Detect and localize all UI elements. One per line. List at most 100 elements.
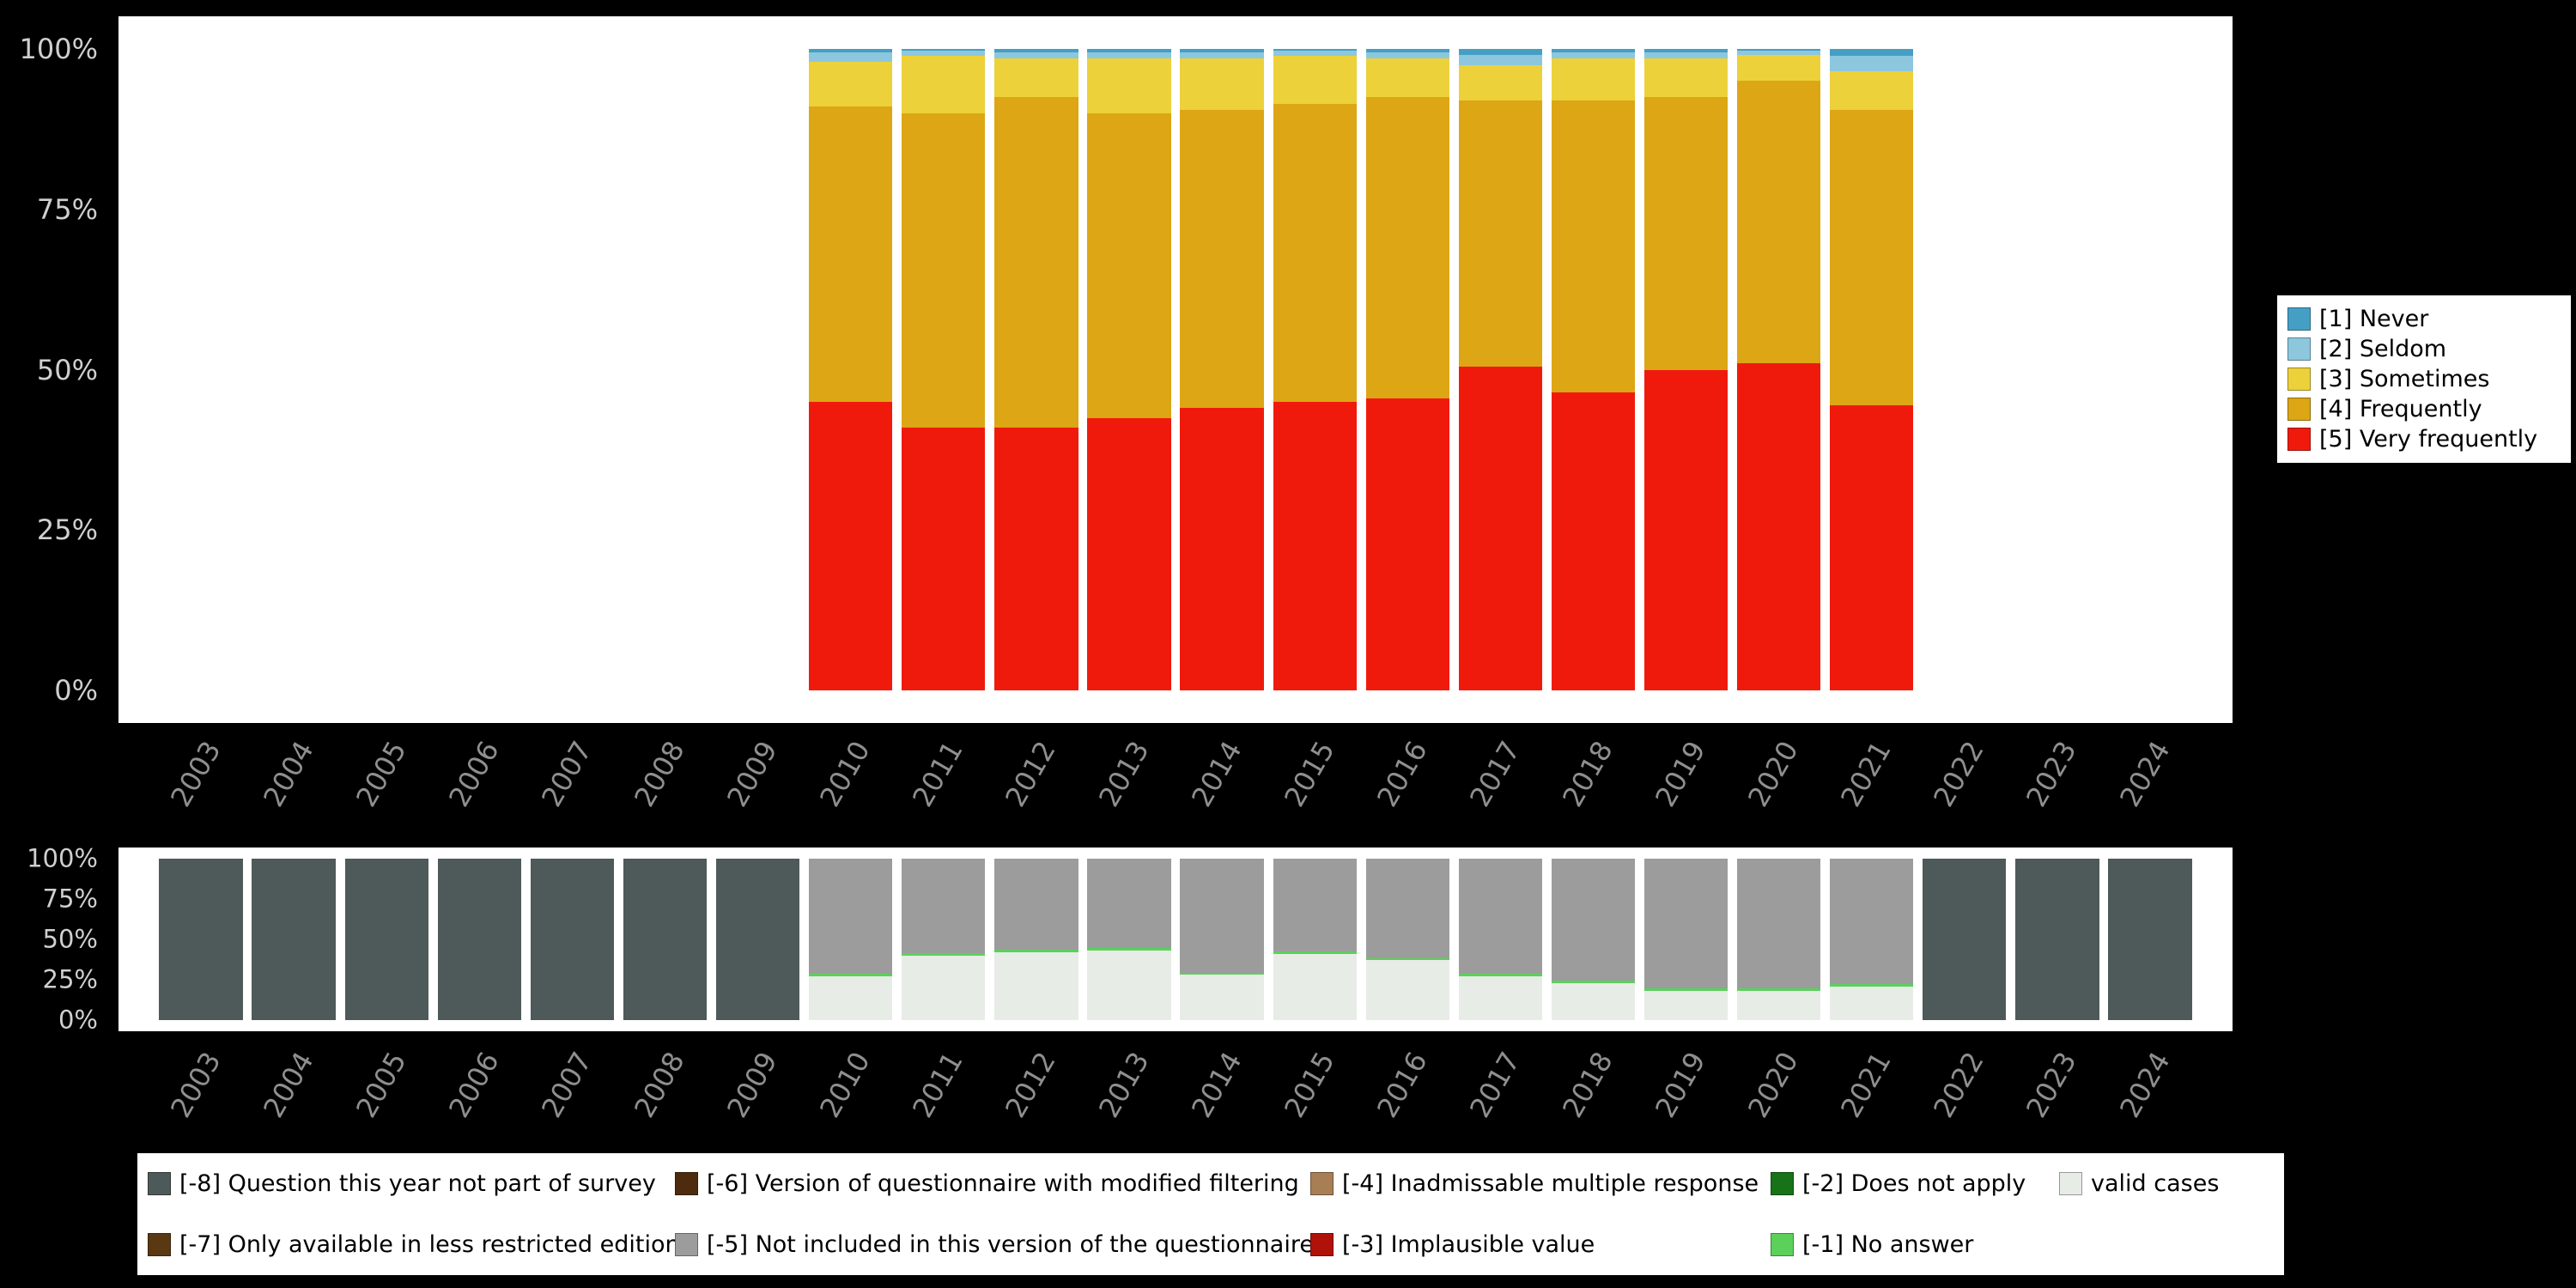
bar-segment — [809, 976, 893, 1020]
bar-slot-2018 — [1546, 859, 1639, 1020]
bar-segment — [1273, 951, 1357, 954]
legend-swatch — [1771, 1232, 1794, 1256]
bar-segment — [1180, 408, 1264, 690]
bar-segment — [902, 51, 986, 56]
x-axis-label: 2015 — [1277, 735, 1341, 813]
y-axis-label: 100% — [19, 33, 98, 65]
bar-segment — [1643, 859, 1728, 989]
x-tick-2021: 2021 — [1826, 730, 1918, 850]
stacked-bar-2014 — [1180, 859, 1264, 1020]
stacked-bar-2022 — [1923, 859, 2007, 1020]
x-axis-label: 2005 — [349, 1046, 413, 1124]
stacked-bar-2011 — [902, 859, 986, 1020]
stacked-bar-2016 — [1365, 49, 1449, 690]
bar-slot-2016 — [1361, 49, 1454, 690]
bar-segment — [1736, 988, 1821, 992]
x-axis-label: 2010 — [813, 735, 878, 813]
x-tick-2010: 2010 — [805, 730, 897, 850]
bar-segment — [1180, 975, 1264, 1020]
bar-slot-2024 — [2104, 49, 2196, 690]
bar-segment — [902, 953, 986, 956]
x-axis-label: 2006 — [442, 735, 506, 813]
bar-segment — [1087, 49, 1171, 52]
bar-slot-2022 — [1918, 49, 2011, 690]
legend-item: [-8] Question this year not part of surv… — [148, 1169, 675, 1199]
bar-segment — [1180, 109, 1264, 409]
x-tick-2020: 2020 — [1733, 730, 1826, 850]
x-axis-label: 2007 — [535, 735, 598, 813]
x-tick-2004: 2004 — [247, 730, 340, 850]
x-tick-2016: 2016 — [1361, 730, 1454, 850]
missing-x-axis: 2003 2004 2005 2006 2007 2008 2009 2010 2011 2012… — [155, 1041, 2196, 1152]
bar-slot-2005 — [340, 49, 433, 690]
bar-slot-2020 — [1733, 859, 1826, 1020]
bar-segment — [1736, 51, 1821, 56]
bar-segment — [1365, 97, 1449, 399]
x-axis-label: 2003 — [163, 1046, 228, 1124]
x-axis-label: 2020 — [1741, 735, 1805, 813]
legend-label: [2] Seldom — [2319, 336, 2447, 363]
bar-slot-2012 — [990, 49, 1083, 690]
bar-segment — [994, 950, 1078, 953]
x-tick-2007: 2007 — [526, 1041, 618, 1152]
x-axis-label: 2022 — [1927, 735, 1991, 813]
y-axis-label: 50% — [42, 924, 98, 954]
x-tick-2011: 2011 — [897, 730, 990, 850]
bar-segment — [994, 952, 1078, 1020]
bar-segment — [1458, 366, 1542, 690]
bar-slot-2020 — [1733, 49, 1826, 690]
legend-label: [-4] Inadmissable multiple response — [1342, 1170, 1759, 1197]
x-axis-label: 2017 — [1463, 1046, 1527, 1124]
x-tick-2008: 2008 — [618, 730, 711, 850]
bar-slot-2021 — [1826, 859, 1918, 1020]
bar-segment — [1180, 972, 1264, 975]
stacked-bar-2012 — [994, 859, 1078, 1020]
bar-slot-2011 — [897, 49, 990, 690]
legend-label: [-7] Only available in less restricted e… — [179, 1230, 680, 1258]
bar-segment — [1736, 363, 1821, 690]
bar-segment — [1830, 55, 1914, 72]
legend-label: [-8] Question this year not part of surv… — [179, 1170, 656, 1197]
x-axis-label: 2024 — [2112, 735, 2177, 813]
bar-segment — [994, 97, 1078, 428]
bar-segment — [1365, 960, 1449, 1020]
x-axis-label: 2004 — [256, 1046, 320, 1124]
x-axis-label: 2006 — [442, 1046, 506, 1124]
legend-swatch — [148, 1232, 171, 1256]
x-tick-2009: 2009 — [712, 730, 805, 850]
x-axis-label: 2016 — [1370, 1046, 1434, 1124]
x-axis-label: 2022 — [1927, 1046, 1991, 1124]
x-tick-2024: 2024 — [2104, 1041, 2196, 1152]
bar-segment — [1643, 369, 1728, 690]
bar-segment — [809, 52, 893, 62]
bar-segment — [623, 859, 708, 1020]
bar-segment — [344, 859, 428, 1020]
stacked-bar-2012 — [994, 49, 1078, 690]
x-axis-label: 2015 — [1277, 1046, 1341, 1124]
frequency-legend: [1] Never [2] Seldom [3] Sometimes [4] Freq… — [2275, 294, 2573, 465]
bar-segment — [1551, 392, 1636, 690]
bar-slot-2008 — [618, 49, 711, 690]
legend-item: [3] Sometimes — [2287, 364, 2561, 394]
bar-segment — [1365, 398, 1449, 690]
x-axis-label: 2009 — [720, 735, 784, 813]
bar-segment — [1365, 859, 1449, 958]
bar-segment — [1830, 986, 1914, 1020]
bar-segment — [530, 859, 615, 1020]
x-axis-label: 2021 — [1834, 735, 1899, 813]
legend-label: [4] Frequently — [2319, 396, 2482, 423]
x-tick-2018: 2018 — [1546, 1041, 1639, 1152]
bar-segment — [994, 859, 1078, 951]
bar-segment — [809, 974, 893, 977]
x-axis-label: 2008 — [628, 735, 691, 813]
bar-slot-2007 — [526, 49, 618, 690]
bar-slot-2018 — [1546, 49, 1639, 690]
legend-label: [-6] Version of questionnaire with modif… — [707, 1170, 1299, 1197]
bar-slot-2019 — [1640, 49, 1733, 690]
bar-slot-2021 — [1826, 49, 1918, 690]
x-tick-2011: 2011 — [897, 1041, 990, 1152]
bar-slot-2010 — [805, 859, 897, 1020]
stacked-bar-2013 — [1087, 49, 1171, 690]
bar-slot-2011 — [897, 859, 990, 1020]
stacked-bar-2021 — [1830, 859, 1914, 1020]
